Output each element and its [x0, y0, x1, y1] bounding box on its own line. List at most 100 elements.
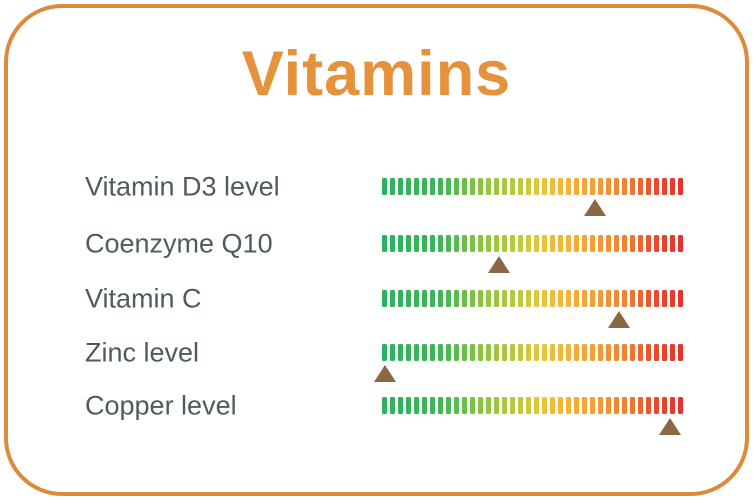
scale-tick [630, 344, 635, 361]
scale-tick [662, 235, 667, 252]
scale-tick [510, 344, 515, 361]
scale-tick [430, 344, 435, 361]
scale-tick [510, 290, 515, 307]
vitamin-row: Vitamin C [0, 284, 753, 332]
scale-tick [470, 290, 475, 307]
scale-tick [422, 397, 427, 414]
scale-tick [646, 344, 651, 361]
scale-tick [486, 290, 491, 307]
scale-tick [678, 344, 683, 361]
scale-tick [518, 235, 523, 252]
scale-tick [638, 290, 643, 307]
scale-tick [590, 235, 595, 252]
scale-tick [646, 290, 651, 307]
scale-tick [398, 344, 403, 361]
scale-tick [518, 344, 523, 361]
scale-tick [582, 397, 587, 414]
scale-tick [478, 235, 483, 252]
scale-tick [606, 290, 611, 307]
gradient-scale-bar [382, 235, 683, 252]
scale-tick [454, 397, 459, 414]
scale-tick [558, 290, 563, 307]
scale-tick [462, 178, 467, 195]
scale-tick [454, 235, 459, 252]
scale-tick [382, 344, 387, 361]
vitamin-row: Copper level [0, 391, 753, 439]
scale-tick [478, 344, 483, 361]
scale-tick [390, 290, 395, 307]
scale-tick [582, 178, 587, 195]
scale-tick [462, 235, 467, 252]
scale-tick [478, 290, 483, 307]
scale-tick [606, 397, 611, 414]
scale-tick [558, 235, 563, 252]
scale-tick [638, 397, 643, 414]
scale-tick [670, 178, 675, 195]
vitamin-row: Vitamin D3 level [0, 172, 753, 220]
scale-tick [398, 290, 403, 307]
scale-tick [590, 397, 595, 414]
scale-tick [550, 344, 555, 361]
scale-tick [566, 397, 571, 414]
scale-tick [582, 290, 587, 307]
scale-tick [558, 397, 563, 414]
scale-tick [558, 344, 563, 361]
scale-tick [614, 235, 619, 252]
scale-tick [582, 344, 587, 361]
scale-tick [406, 290, 411, 307]
level-marker-triangle-icon [608, 311, 630, 328]
scale-tick [542, 397, 547, 414]
scale-tick [598, 397, 603, 414]
scale-tick [470, 397, 475, 414]
scale-tick [662, 344, 667, 361]
scale-tick [502, 178, 507, 195]
scale-tick [398, 397, 403, 414]
scale-tick [438, 235, 443, 252]
scale-tick [446, 344, 451, 361]
page-title: Vitamins [241, 39, 512, 109]
scale-tick [550, 178, 555, 195]
scale-tick [622, 344, 627, 361]
scale-tick [542, 178, 547, 195]
scale-tick [598, 235, 603, 252]
scale-tick [398, 178, 403, 195]
scale-tick [414, 290, 419, 307]
level-marker-triangle-icon [488, 256, 510, 273]
scale-tick [510, 178, 515, 195]
scale-tick [606, 178, 611, 195]
gradient-scale-bar [382, 397, 683, 414]
scale-tick [662, 178, 667, 195]
scale-tick [534, 397, 539, 414]
row-label: Copper level [85, 390, 237, 421]
scale-tick [614, 344, 619, 361]
scale-tick [510, 397, 515, 414]
scale-tick [414, 344, 419, 361]
scale-tick [478, 397, 483, 414]
scale-tick [446, 290, 451, 307]
scale-tick [566, 344, 571, 361]
scale-tick [598, 344, 603, 361]
scale-tick [502, 344, 507, 361]
scale-tick [398, 235, 403, 252]
scale-tick [486, 178, 491, 195]
scale-tick [630, 235, 635, 252]
scale-tick [382, 290, 387, 307]
gradient-scale-bar [382, 290, 683, 307]
scale-tick [542, 344, 547, 361]
scale-tick [422, 290, 427, 307]
scale-tick [638, 235, 643, 252]
scale-tick [518, 397, 523, 414]
scale-tick [534, 290, 539, 307]
scale-tick [534, 344, 539, 361]
scale-tick [670, 344, 675, 361]
scale-tick [670, 235, 675, 252]
scale-tick [478, 178, 483, 195]
scale-tick [454, 290, 459, 307]
scale-tick [502, 290, 507, 307]
scale-tick [494, 235, 499, 252]
scale-tick [486, 397, 491, 414]
scale-tick [622, 235, 627, 252]
scale-tick [622, 178, 627, 195]
scale-tick [422, 344, 427, 361]
